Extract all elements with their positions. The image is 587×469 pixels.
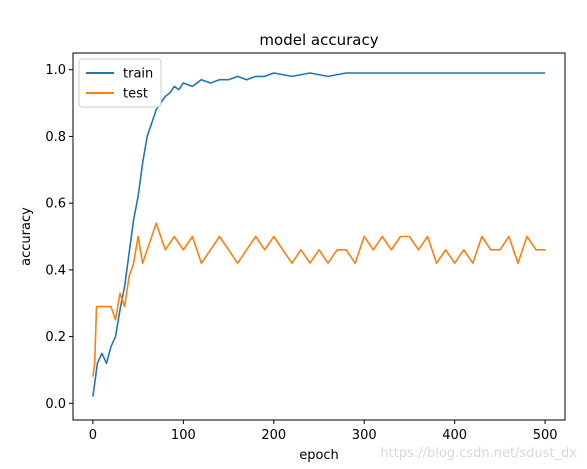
x-tick-label: 100 xyxy=(171,428,196,443)
y-tick-label: 1.0 xyxy=(45,63,66,78)
x-tick-label: 400 xyxy=(442,428,467,443)
legend-label-train: train xyxy=(123,67,153,82)
legend: train test xyxy=(78,58,162,108)
legend-label-test: test xyxy=(123,87,148,102)
x-tick-label: 200 xyxy=(261,428,286,443)
y-tick-label: 0.4 xyxy=(45,263,66,278)
plot-background xyxy=(73,53,565,420)
axes-frame xyxy=(72,52,566,421)
series-line-train xyxy=(92,72,546,397)
series-line-test xyxy=(92,222,546,377)
y-tick-label: 0.6 xyxy=(45,197,66,212)
y-tick-label: 0.0 xyxy=(45,397,66,412)
x-tick-label: 300 xyxy=(352,428,377,443)
y-axis-label: accuracy xyxy=(19,207,34,266)
x-tick-label: 500 xyxy=(533,428,558,443)
legend-box xyxy=(78,58,162,108)
watermark: https://blog.csdn.net/sdust_dx xyxy=(380,446,577,461)
y-tick-label: 0.2 xyxy=(45,330,66,345)
axes-layer: 0 100 200 300 400 500 0.0 0.2 0.4 0.6 0.8 1.0 xyxy=(45,52,566,443)
x-axis-label: epoch xyxy=(299,448,339,463)
plot-area xyxy=(73,53,565,420)
series-layer xyxy=(92,72,546,397)
chart-title: model accuracy xyxy=(259,31,378,49)
x-tick-label: 0 xyxy=(89,428,97,443)
y-tick-label: 0.8 xyxy=(45,130,66,145)
